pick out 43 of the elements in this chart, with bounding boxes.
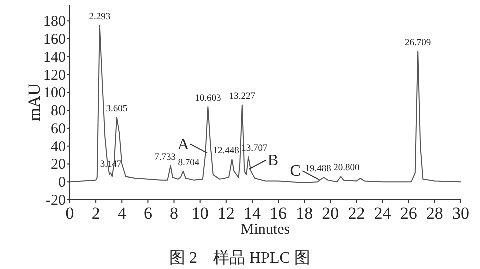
annotation: 19.488 [305, 164, 332, 175]
x-tick-label: 16 [270, 204, 288, 223]
annotation: 3.605 [106, 104, 128, 115]
y-tick-label: 0 [58, 175, 66, 192]
annotation: A [178, 136, 190, 154]
x-tick-label: 22 [348, 204, 366, 223]
y-tick-label: 160 [44, 32, 66, 48]
y-tick-label: 80 [51, 104, 66, 120]
x-tick-label: 12 [218, 204, 235, 223]
y-tick-label: 40 [51, 139, 66, 156]
x-tick-label: 8 [170, 204, 179, 223]
annotation: 13.227 [229, 92, 256, 102]
annotation: 20.800 [334, 164, 360, 174]
annotation: C [290, 163, 301, 180]
caption: 图 2 样品 HPLC 图 [170, 249, 310, 267]
x-tick-label: 26 [400, 204, 418, 223]
y-tick-label: 120 [44, 68, 66, 84]
x-tick-label: 4 [118, 204, 127, 223]
x-tick-label: 24 [374, 204, 392, 223]
x-tick-label: 28 [426, 204, 444, 223]
annotation: 12.448 [213, 146, 240, 157]
annotation: 10.603 [195, 94, 222, 104]
x-tick-label: 30 [452, 204, 470, 223]
x-tick-label: 10 [192, 204, 209, 223]
y-tick-label: 20 [51, 157, 66, 174]
annotation: 2.293 [89, 12, 111, 23]
y-axis-title: mAU [25, 84, 44, 122]
x-tick-label: 14 [244, 204, 262, 223]
y-tick-label: 100 [44, 86, 66, 102]
x-tick-label: 20 [322, 204, 340, 223]
x-tick-label: 2 [92, 204, 100, 223]
y-tick-label: 140 [44, 50, 66, 66]
annotation: B [268, 152, 278, 170]
x-tick-label: 6 [144, 204, 152, 223]
y-tick-label: 180 [44, 14, 66, 30]
x-tick-label: 18 [296, 204, 314, 223]
y-tick-label: -20 [46, 193, 66, 209]
annotation: 7.733 [154, 153, 176, 164]
y-tick-label: 60 [51, 121, 66, 138]
annotation: 8.704 [178, 158, 200, 168]
annotation: 26.709 [405, 38, 432, 49]
line-series [70, 25, 462, 184]
x-axis-title: Minutes [240, 222, 290, 238]
